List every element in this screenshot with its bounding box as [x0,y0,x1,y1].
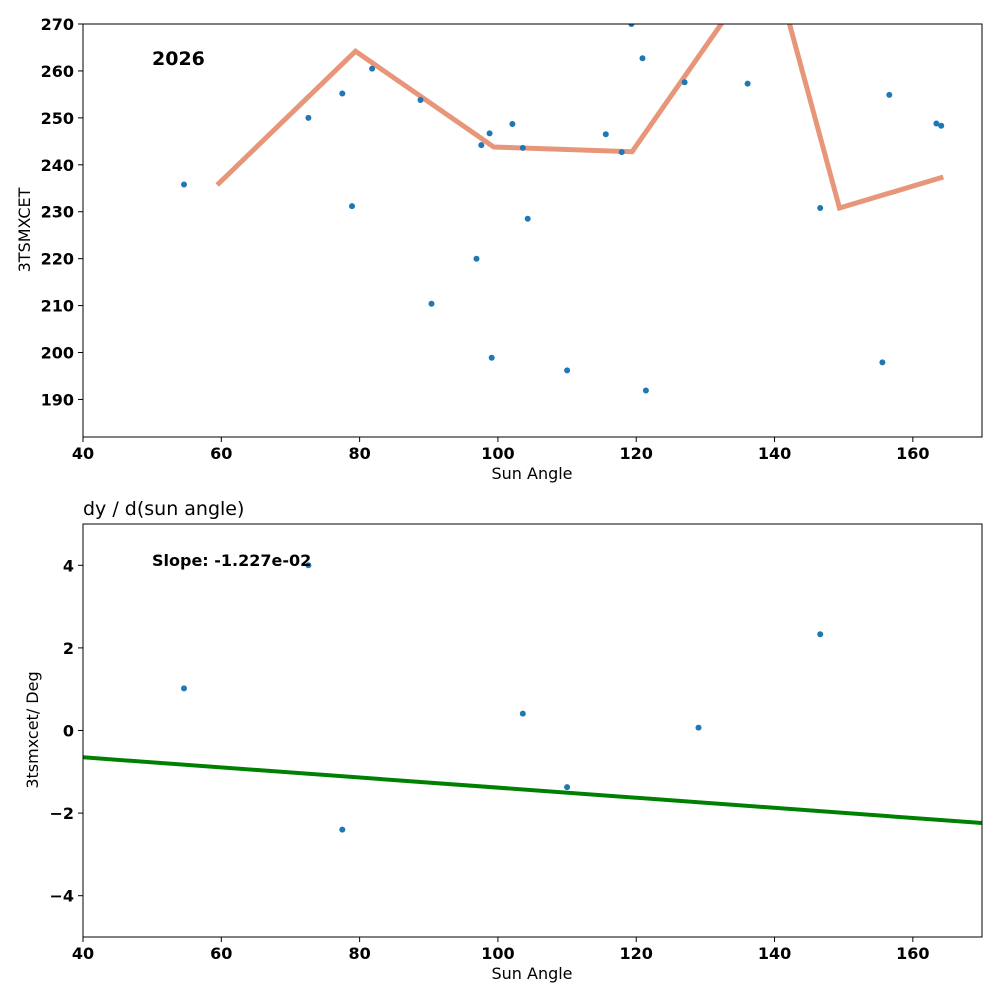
y-tick-label: 230 [41,203,74,222]
data-point [817,205,824,211]
x-tick-label: 80 [348,944,370,963]
data-point [181,685,187,692]
data-point [564,367,571,374]
x-tick-label: 60 [210,944,232,963]
x-tick-label: 160 [896,444,929,463]
series-line-line [215,24,945,212]
data-point [639,55,646,62]
y-tick-label: 250 [41,109,74,128]
y-tick-label: −4 [49,887,74,906]
x-ticks-top: 40 60 80 100 120 140 160 [72,437,930,463]
data-point [349,203,355,210]
plot-area-top [181,24,945,394]
x-tick-label: 160 [896,944,929,963]
x-tick-label: 100 [481,944,514,963]
x-ticks-bottom: 40 60 80 100 120 140 160 [72,937,930,963]
y-tick-label: 220 [41,250,74,269]
data-point [305,562,312,569]
series-line-fit [83,755,982,825]
data-point [524,215,531,222]
data-point [564,784,571,791]
data-point [933,120,940,127]
data-point [602,131,609,138]
y-tick-label: 200 [41,344,74,363]
data-point [339,90,346,97]
x-tick-label: 80 [348,444,370,463]
y-axis-label-top: 3TSMXCET [15,187,34,272]
data-point [695,724,702,731]
y-tick-label: 190 [41,390,74,409]
data-point [681,79,688,86]
data-point [886,91,893,98]
data-point [478,142,485,149]
y-tick-label: 240 [41,156,74,175]
x-tick-label: 140 [758,444,791,463]
data-point [817,631,824,638]
slope-annotation: Slope: -1.227e-02 [152,551,311,570]
y-tick-label: 210 [41,297,74,316]
data-point [486,130,493,137]
y-tick-label: 0 [63,722,74,741]
data-point [473,255,480,262]
data-point [938,122,945,129]
plot-area-bottom [83,562,982,833]
data-point [305,114,312,121]
data-point [618,149,625,156]
x-tick-label: 40 [72,944,94,963]
x-tick-label: 60 [210,444,232,463]
data-point [181,181,187,188]
y-tick-label: 4 [63,556,74,575]
data-point [428,300,435,307]
panel-bottom: dy / d(sun angle) 40 60 80 100 120 140 160 −4−… [23,498,983,983]
data-point [369,65,376,72]
axes-frame-bottom [82,523,983,938]
data-point [879,359,886,366]
y-ticks-top: 190 200 210 220 230 240 250 260 270 [41,15,83,409]
chart-title-bottom: dy / d(sun angle) [83,498,244,520]
y-tick-label: −2 [49,804,74,823]
x-tick-label: 140 [758,944,791,963]
y-tick-label: 2 [63,639,74,658]
data-point [744,80,751,87]
panel-top: 40 60 80 100 120 140 160 190 200 210 220 230 240 250… [15,15,983,483]
x-tick-label: 100 [481,444,514,463]
y-axis-label-bottom: 3tsmxcet/ Deg [23,671,42,788]
x-tick-label: 120 [620,444,653,463]
data-point [642,387,649,394]
y-ticks-bottom: −4 −2 0 2 4 [49,556,83,906]
axes-frame-top [82,23,983,438]
data-point [417,97,424,103]
data-point [519,710,526,717]
x-tick-label: 120 [620,944,653,963]
data-point [519,144,526,151]
y-tick-label: 260 [41,62,74,81]
x-axis-label-bottom: Sun Angle [491,964,572,983]
data-point [488,354,495,361]
year-annotation: 2026 [152,48,205,70]
x-tick-label: 40 [72,444,94,463]
data-point [509,121,516,127]
y-tick-label: 270 [41,15,74,34]
x-axis-label-top: Sun Angle [491,464,572,483]
data-point [628,24,635,27]
data-point [339,826,346,833]
